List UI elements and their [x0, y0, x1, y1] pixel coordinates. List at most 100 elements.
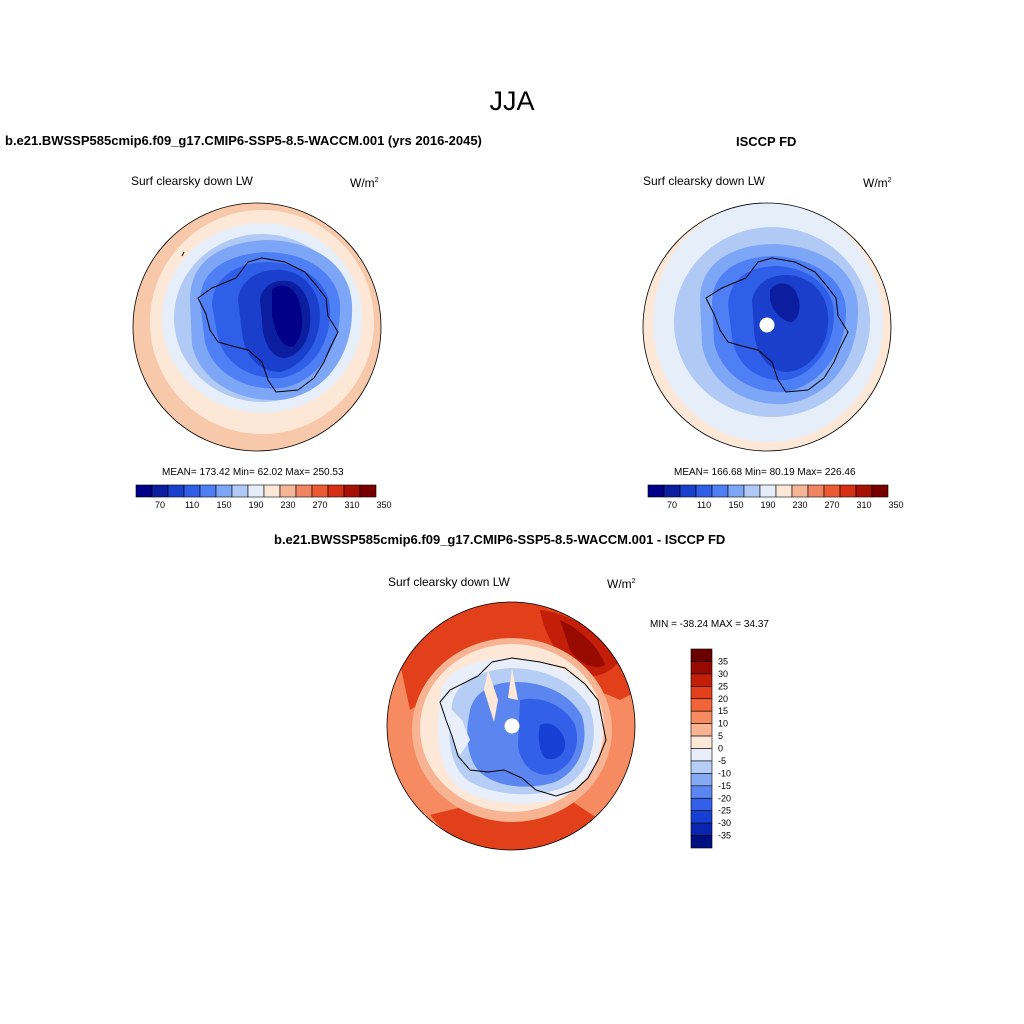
colorbar-tick-label: 30 [718, 669, 728, 679]
colorbar-tick-label: 35 [718, 656, 728, 666]
colorbar-swatch [690, 686, 713, 700]
colorbar-swatch [167, 484, 185, 498]
colorbar-swatch [690, 835, 713, 849]
colorbar-swatch [343, 484, 361, 498]
panel-1-polar-map [133, 203, 381, 451]
colorbar-swatch [855, 484, 873, 498]
colorbar-tick-label: 10 [718, 719, 728, 729]
colorbar-swatch [311, 484, 329, 498]
panel-2-variable: Surf clearsky down LW [643, 174, 765, 188]
panel-3-map-border [386, 601, 636, 851]
colorbar-swatch [871, 484, 889, 498]
colorbar-swatch [823, 484, 841, 498]
colorbar-tick-label: -10 [718, 768, 731, 778]
colorbar-swatch [743, 484, 761, 498]
colorbar-swatch [807, 484, 825, 498]
colorbar-swatch [663, 484, 681, 498]
colorbar-swatch [690, 773, 713, 787]
colorbar-tick-label: 310 [344, 500, 359, 510]
colorbar-swatch [215, 484, 233, 498]
colorbar-tick-label: 110 [185, 500, 199, 510]
colorbar-tick-label: -5 [718, 756, 726, 766]
colorbar-tick-label: 25 [718, 681, 728, 691]
panel-1-stats: MEAN= 173.42 Min= 62.02 Max= 250.53 [162, 467, 344, 478]
panel-2-polar-map [643, 203, 891, 451]
panel-3-units: W/m2 [607, 577, 636, 591]
colorbar-tick-label: -15 [718, 781, 731, 791]
colorbar-tick-label: 350 [888, 500, 903, 510]
colorbar-swatch [690, 797, 713, 811]
colorbar-swatch [690, 673, 713, 687]
panel-3-colorbar: 35 30 25 20 15 10 5 0 -5 -10 -15 -20 -25 -30 -35 [690, 648, 731, 849]
colorbar-tick-label: 70 [667, 500, 677, 510]
colorbar-swatch [327, 484, 345, 498]
colorbar-swatch [695, 484, 713, 498]
panel-2-title: ISCCP FD [736, 134, 797, 149]
colorbar-swatch [690, 822, 713, 836]
colorbar-tick-label: 0 [718, 744, 723, 754]
colorbar-swatch [135, 484, 153, 498]
colorbar-swatch [647, 484, 665, 498]
colorbar-swatch [359, 484, 377, 498]
colorbar-swatch [231, 484, 249, 498]
colorbar-swatch [690, 760, 713, 774]
colorbar-swatch [690, 748, 713, 762]
colorbar-tick-label: 150 [216, 500, 231, 510]
colorbar-swatch [679, 484, 697, 498]
panel-2-map-border [642, 202, 892, 452]
panel-3-variable: Surf clearsky down LW [388, 575, 510, 589]
colorbar-tick-label: 5 [718, 731, 723, 741]
colorbar-swatch [690, 710, 713, 724]
colorbar-tick-label: 70 [155, 500, 165, 510]
panel-1-variable: Surf clearsky down LW [131, 174, 253, 188]
colorbar-tick-label: 270 [312, 500, 327, 510]
colorbar-swatch [727, 484, 745, 498]
colorbar-swatch [791, 484, 809, 498]
colorbar-swatch [247, 484, 265, 498]
panel-2-units: W/m2 [863, 176, 892, 190]
colorbar-swatch [151, 484, 169, 498]
colorbar-tick-label: 310 [856, 500, 871, 510]
colorbar-tick-label: 20 [718, 694, 728, 704]
colorbar-swatch [279, 484, 297, 498]
colorbar-tick-label: 230 [792, 500, 807, 510]
colorbar-tick-label: -20 [718, 793, 731, 803]
colorbar-swatch [839, 484, 857, 498]
colorbar-swatch [690, 810, 713, 824]
colorbar-tick-label: 190 [760, 500, 775, 510]
colorbar-swatch [711, 484, 729, 498]
colorbar-tick-label: -25 [718, 806, 731, 816]
colorbar-swatch [690, 735, 713, 749]
colorbar-swatch [295, 484, 313, 498]
colorbar-tick-label: 230 [280, 500, 295, 510]
colorbar-tick-label: 270 [824, 500, 839, 510]
colorbar-swatch [183, 484, 201, 498]
colorbar-swatch [199, 484, 217, 498]
colorbar-swatch [690, 785, 713, 799]
colorbar-tick-label: 150 [728, 500, 743, 510]
panel-1-colorbar: 70 110 150 190 230 270 310 350 [135, 484, 392, 510]
panel-2-colorbar: 70 110 150 190 230 270 310 350 [647, 484, 904, 510]
colorbar-tick-label: 110 [697, 500, 711, 510]
figure-title: JJA [489, 86, 535, 116]
colorbar-swatch [263, 484, 281, 498]
colorbar-swatch [759, 484, 777, 498]
colorbar-swatch [690, 661, 713, 675]
panel-3-title: b.e21.BWSSP585cmip6.f09_g17.CMIP6-SSP5-8… [274, 532, 726, 547]
panel-3-stats: MIN = -38.24 MAX = 34.37 [650, 619, 769, 630]
colorbar-swatch [690, 648, 713, 662]
panel-2-stats: MEAN= 166.68 Min= 80.19 Max= 226.46 [674, 467, 856, 478]
colorbar-tick-label: -35 [718, 831, 731, 841]
panel-1-title: b.e21.BWSSP585cmip6.f09_g17.CMIP6-SSP5-8… [5, 133, 482, 148]
colorbar-tick-label: 350 [376, 500, 391, 510]
colorbar-tick-label: -30 [718, 818, 731, 828]
panel-1-units: W/m2 [350, 176, 379, 190]
colorbar-tick-label: 15 [718, 706, 728, 716]
colorbar-swatch [690, 723, 713, 737]
colorbar-swatch [690, 698, 713, 712]
colorbar-tick-label: 190 [248, 500, 263, 510]
colorbar-swatch [775, 484, 793, 498]
panel-3-polar-map [387, 602, 635, 850]
panel-1-map-border [132, 202, 382, 452]
